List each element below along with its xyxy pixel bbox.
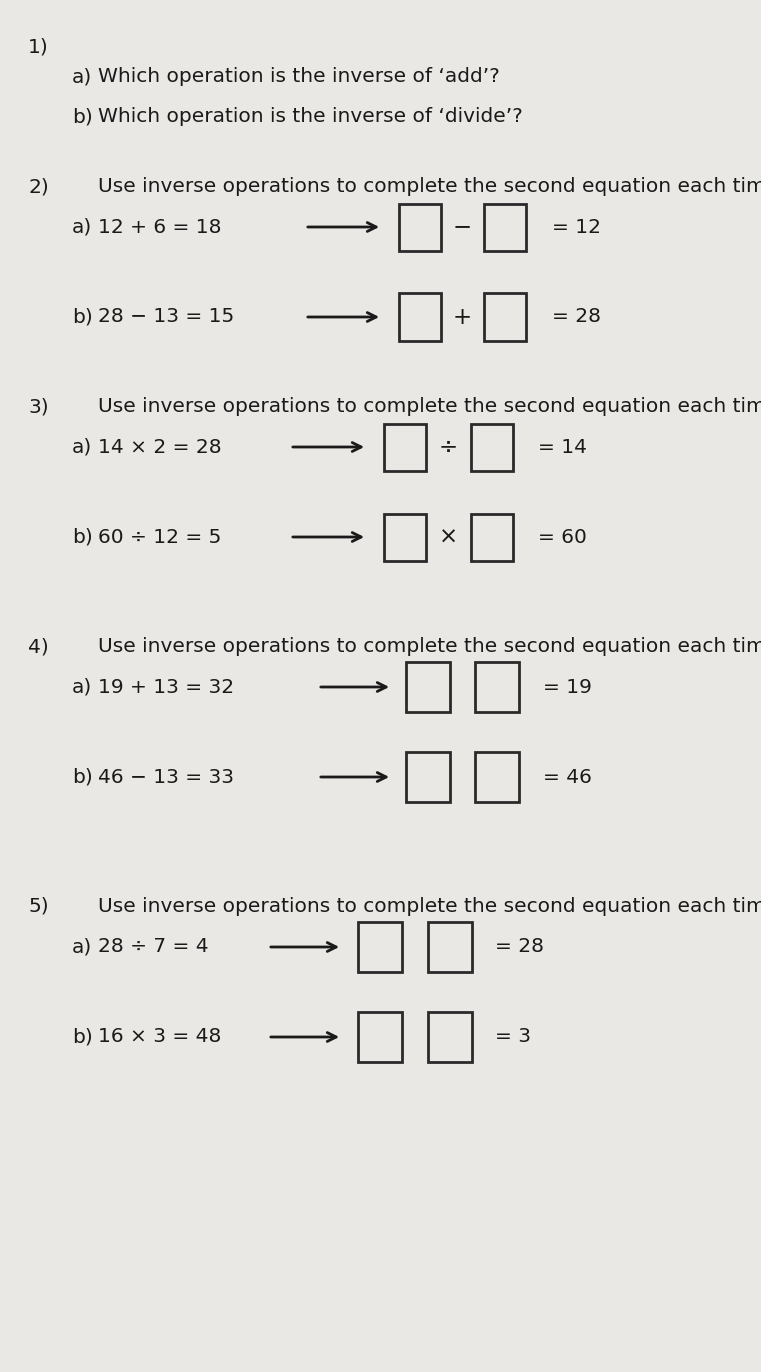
Text: 46 − 13 = 33: 46 − 13 = 33 <box>98 767 234 786</box>
Bar <box>428 922 472 971</box>
Text: +: + <box>453 306 472 328</box>
Bar <box>399 294 441 340</box>
Text: a): a) <box>72 678 92 697</box>
Bar <box>406 752 450 803</box>
Text: = 28: = 28 <box>495 937 544 956</box>
Text: = 60: = 60 <box>538 527 587 546</box>
Text: Use inverse operations to complete the second equation each time.: Use inverse operations to complete the s… <box>98 637 761 656</box>
Text: = 3: = 3 <box>495 1028 531 1047</box>
Bar <box>484 203 526 251</box>
Text: = 46: = 46 <box>543 767 592 786</box>
Text: a): a) <box>72 937 92 956</box>
Text: b): b) <box>72 107 93 126</box>
Text: b): b) <box>72 307 93 327</box>
Bar <box>475 752 519 803</box>
Text: −: − <box>453 215 472 239</box>
Text: Which operation is the inverse of ‘divide’?: Which operation is the inverse of ‘divid… <box>98 107 523 126</box>
Bar <box>428 1013 472 1062</box>
Text: 2): 2) <box>28 177 49 196</box>
Text: Use inverse operations to complete the second equation each time.: Use inverse operations to complete the s… <box>98 177 761 196</box>
Text: = 14: = 14 <box>538 438 587 457</box>
Text: Use inverse operations to complete the second equation each time.: Use inverse operations to complete the s… <box>98 897 761 916</box>
Text: a): a) <box>72 438 92 457</box>
Bar <box>471 513 513 561</box>
Bar <box>384 513 426 561</box>
Bar <box>471 424 513 471</box>
Text: 3): 3) <box>28 397 49 416</box>
Text: Use inverse operations to complete the second equation each time.: Use inverse operations to complete the s… <box>98 397 761 416</box>
Text: b): b) <box>72 767 93 786</box>
Text: b): b) <box>72 527 93 546</box>
Text: ×: × <box>438 525 457 549</box>
Text: a): a) <box>72 218 92 236</box>
Text: 28 ÷ 7 = 4: 28 ÷ 7 = 4 <box>98 937 209 956</box>
Text: 19 + 13 = 32: 19 + 13 = 32 <box>98 678 234 697</box>
Text: 5): 5) <box>28 897 49 916</box>
Bar <box>406 663 450 712</box>
Text: ÷: ÷ <box>438 435 457 458</box>
Text: = 19: = 19 <box>543 678 592 697</box>
Text: = 12: = 12 <box>552 218 601 236</box>
Text: b): b) <box>72 1028 93 1047</box>
Bar <box>384 424 426 471</box>
Text: 12 + 6 = 18: 12 + 6 = 18 <box>98 218 221 236</box>
Text: 60 ÷ 12 = 5: 60 ÷ 12 = 5 <box>98 527 221 546</box>
Bar <box>358 922 402 971</box>
Bar <box>484 294 526 340</box>
Bar <box>358 1013 402 1062</box>
Text: Which operation is the inverse of ‘add’?: Which operation is the inverse of ‘add’? <box>98 67 500 86</box>
Text: 4): 4) <box>28 637 49 656</box>
Text: = 28: = 28 <box>552 307 601 327</box>
Text: 1): 1) <box>28 37 49 56</box>
Text: 14 × 2 = 28: 14 × 2 = 28 <box>98 438 221 457</box>
Text: 28 − 13 = 15: 28 − 13 = 15 <box>98 307 234 327</box>
Bar <box>475 663 519 712</box>
Bar <box>399 203 441 251</box>
Text: a): a) <box>72 67 92 86</box>
Text: 16 × 3 = 48: 16 × 3 = 48 <box>98 1028 221 1047</box>
